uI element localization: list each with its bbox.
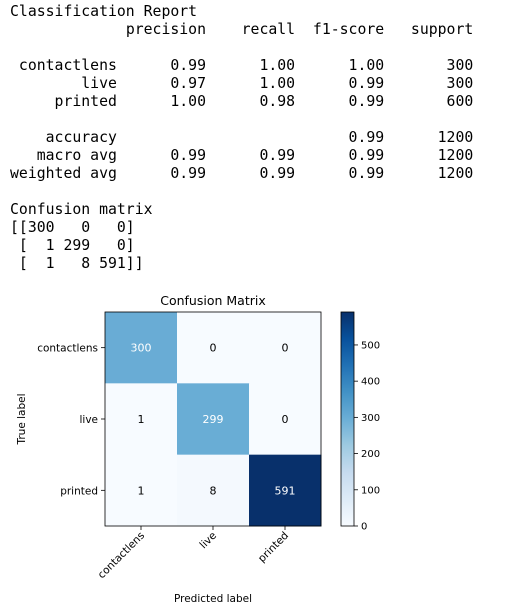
cell-recall: 1.00 [206,57,296,74]
report-line: live 0.97 1.00 0.99 300 [10,75,473,92]
cell-recall: 1.00 [206,75,296,92]
cell-support: 1200 [384,147,474,164]
cell-f1-score: 0.99 [295,75,385,92]
x-tick-label: printed [256,530,291,565]
confusion-matrix-row: [ 1 8 591]] [10,255,144,272]
report-line: accuracy 0.99 1200 [10,129,474,146]
colorbar-tick-label: 0 [361,522,367,533]
x-tick-label: contactlens [96,530,147,581]
cell-f1-score: 0.99 [295,93,385,110]
cell-f1-score: 0.99 [295,129,385,146]
header-precision: precision [116,21,206,38]
cell-precision: 0.99 [116,165,206,182]
row-label: weighted avg [10,165,117,182]
report-line: [[300 0 0] [10,219,135,236]
colorbar-tick-label: 300 [361,413,380,424]
report-line: Classification Report [10,3,197,20]
cell-f1-score: 0.99 [295,147,385,164]
cell-support: 300 [384,75,474,92]
cell-precision [117,129,206,146]
report-line: [ 1 299 0] [10,237,135,254]
cell-value-label: 1 [138,484,145,497]
cell-recall: 0.99 [206,147,296,164]
row-label: contactlens [10,57,117,74]
report-line: weighted avg 0.99 0.99 0.99 1200 [10,165,473,182]
colorbar-ticks: 0 100 200 300 400 500 [354,340,380,533]
classification-report-text: Classification Report precision recall f… [10,3,473,273]
header-support: support [384,21,474,38]
colorbar-tick-label: 400 [361,377,380,388]
cell-support: 600 [384,93,474,110]
cell-value-label: 591 [275,484,296,497]
confusion-matrix-row: [ 1 299 0] [10,237,135,254]
heatmap-cell [105,312,178,384]
colorbar [340,311,355,527]
report-line: contactlens 0.99 1.00 1.00 300 [10,57,473,74]
cell-f1-score: 0.99 [295,165,385,182]
heatmap-cells: 300 0 0 1 299 0 1 8 591 [105,312,322,527]
cell-value-label: 8 [210,484,217,497]
confusion-matrix-title: Confusion matrix [10,201,153,218]
cell-value-label: 1 [138,413,145,426]
y-axis-label: True label [16,393,28,445]
cell-value-label: 0 [282,342,289,355]
cell-precision: 1.00 [116,93,206,110]
heatmap-cell [177,454,250,527]
cell-precision: 0.99 [116,57,206,74]
cell-recall [206,129,295,146]
header-f1-score: f1-score [295,21,385,38]
report-line: macro avg 0.99 0.99 0.99 1200 [10,147,474,164]
cell-f1-score: 1.00 [295,57,385,74]
cell-support: 300 [384,57,474,74]
cell-support: 1200 [384,165,474,182]
cell-recall: 0.99 [206,165,296,182]
heatmap-cell [177,312,250,384]
cell-value-label: 0 [282,413,289,426]
colorbar-tick-label: 100 [361,485,380,496]
heatmap-cell [105,383,178,456]
chart-title: Confusion Matrix [160,293,266,308]
cell-recall: 0.98 [206,93,296,110]
report-line: printed 1.00 0.98 0.99 600 [10,93,474,110]
y-tick-label: printed [60,485,98,497]
heatmap-cell [105,454,178,527]
cell-precision: 0.97 [116,75,206,92]
heatmap-cell [249,454,322,527]
heatmap-cell [249,312,322,384]
cell-value-label: 299 [203,413,224,426]
report-title: Classification Report [10,3,198,20]
cell-value-label: 0 [210,342,217,355]
row-label: macro avg [10,147,117,164]
cell-value-label: 300 [131,342,152,355]
colorbar-tick-label: 500 [361,340,380,351]
heatmap-cell [249,383,322,456]
x-axis-label: Predicted label [174,593,252,605]
report-line: Confusion matrix [10,201,153,218]
y-tick-labels: contactlens live printed [37,343,105,497]
confusion-matrix-row: [[300 0 0] [10,219,135,236]
y-tick-label: live [79,414,98,426]
cell-precision: 0.99 [116,147,206,164]
header-recall: recall [206,21,296,38]
y-tick-label: contactlens [37,343,98,355]
report-line: [ 1 8 591]] [10,255,144,272]
confusion-matrix-chart: Confusion Matrix 300 0 0 1 299 0 1 8 591 contact… [16,293,380,605]
heatmap-cell [177,383,250,456]
row-label: live [10,75,117,92]
colorbar-tick-label: 200 [361,449,380,460]
x-tick-label: live [198,530,220,552]
x-tick-labels: contactlens live printed [96,525,291,581]
row-label: accuracy [10,129,117,146]
cell-support: 1200 [384,129,474,146]
report-line: precision recall f1-score support [10,21,473,38]
row-label: printed [10,93,117,110]
